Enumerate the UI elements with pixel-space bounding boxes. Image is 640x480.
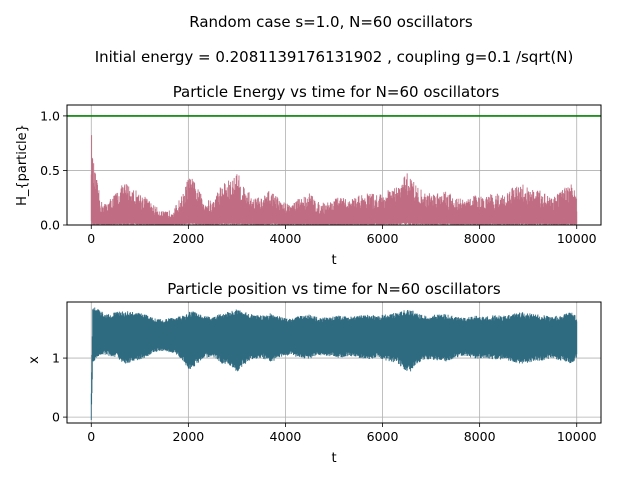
energy-y-axis-label: H_{particle} [15,124,30,206]
suptitle-line-1: Random case s=1.0, N=60 oscillators [189,13,473,31]
x-tick-label: 6000 [367,231,399,246]
position-series [90,307,578,421]
position-y-axis-label: x [27,356,42,364]
y-tick-label: 1.0 [40,108,60,123]
x-tick-label: 0 [87,429,95,444]
position-chart-title: Particle position vs time for N=60 oscil… [167,280,501,298]
position-x-ticks: 0 2000 4000 6000 8000 10000 [87,423,597,444]
x-tick-label: 4000 [270,429,302,444]
x-tick-label: 8000 [464,429,496,444]
x-tick-label: 2000 [172,231,204,246]
suptitle-line-2: Initial energy = 0.2081139176131902 , co… [95,48,574,66]
energy-axes: Particle Energy vs time for N=60 oscilla… [15,83,602,268]
energy-x-ticks: 0 2000 4000 6000 8000 10000 [87,225,597,246]
position-axes-frame [66,301,602,424]
energy-x-axis-label: t [331,253,336,268]
y-tick-label: 0 [52,410,60,425]
x-tick-label: 10000 [557,231,597,246]
x-tick-label: 0 [87,231,95,246]
energy-series-line [90,135,578,225]
x-tick-label: 10000 [557,429,597,444]
y-tick-label: 1 [52,351,60,366]
energy-y-ticks: 0.0 0.5 1.0 [40,108,67,233]
position-axes: Particle position vs time for N=60 oscil… [27,280,602,466]
x-tick-label: 6000 [367,429,399,444]
x-tick-label: 8000 [464,231,496,246]
x-tick-label: 2000 [172,429,204,444]
energy-chart-title: Particle Energy vs time for N=60 oscilla… [173,83,500,101]
position-y-ticks: 01 [52,351,67,425]
x-tick-label: 4000 [270,231,302,246]
energy-axes-frame [66,104,602,226]
y-tick-label: 0.5 [40,163,60,178]
energy-series [90,135,578,225]
position-x-axis-label: t [331,451,336,466]
y-tick-label: 0.0 [40,218,60,233]
position-series-line [90,307,578,421]
